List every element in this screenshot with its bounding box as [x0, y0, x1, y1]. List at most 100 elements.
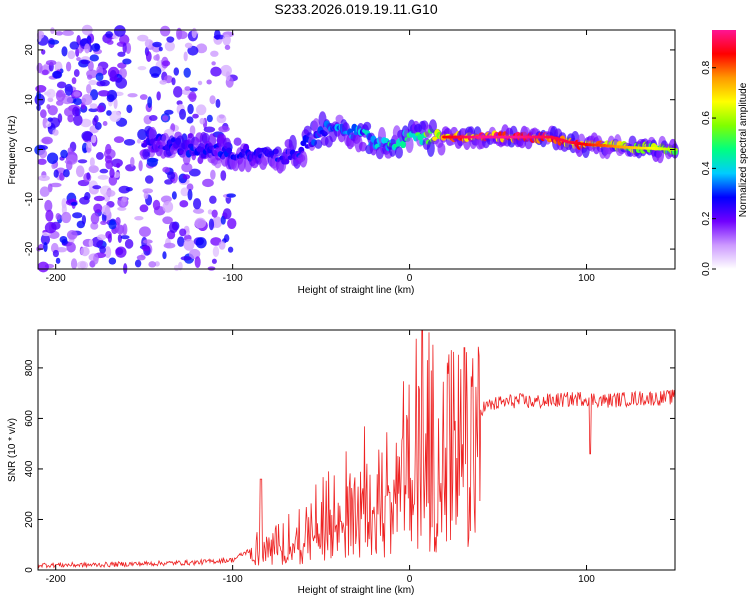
spectrogram-noise-cell — [210, 66, 222, 77]
spectrogram-noise-cell — [90, 212, 100, 225]
spectrogram-noise-cell — [79, 196, 90, 205]
spectrogram-noise-cell — [41, 136, 53, 145]
spectrogram-noise-cell — [159, 79, 167, 85]
spectrogram-noise-cell — [108, 175, 118, 186]
spectrogram-noise-cell — [109, 110, 121, 122]
colorbar-ticks: 0.0 0.2 0.4 0.6 0.8 — [701, 60, 716, 276]
spectrogram-noise-cell — [152, 41, 162, 48]
spectrogram-noise-cell — [122, 42, 127, 54]
spectrogram-cell — [358, 141, 367, 152]
spectrogram-noise-cell — [88, 79, 98, 86]
spectrogram-noise-cell — [177, 236, 185, 247]
spectrogram-noise-cell — [187, 45, 199, 56]
spectrogram-noise-cell — [66, 242, 76, 253]
spectrogram-noise-cell — [144, 175, 154, 184]
spectrogram-noise-cell — [227, 246, 234, 253]
spectrogram-noise-cell — [183, 67, 191, 78]
spectrogram-noise-cell — [41, 69, 49, 76]
spectrogram-noise-cell — [122, 58, 132, 65]
spectrogram-noise-cell — [76, 260, 89, 270]
spectrogram-noise-cell — [216, 114, 227, 124]
spectrogram-noise-cell — [213, 34, 226, 40]
spectrogram-noise-cell — [115, 224, 125, 235]
spectrogram-noise-cell — [72, 106, 80, 117]
spectrogram-noise-cell — [77, 159, 88, 164]
spectrogram-noise-cell — [130, 156, 135, 167]
spectrogram-noise-cell — [211, 258, 217, 264]
spectrogram-cell — [142, 148, 151, 160]
spectrogram-noise-cell — [182, 174, 191, 180]
spectrogram-noise-cell — [53, 169, 59, 178]
spectrogram-noise-cell — [105, 31, 114, 38]
spectrogram-noise-cell — [51, 162, 57, 170]
snr-frame — [37, 329, 676, 571]
spectrogram-noise-cell — [139, 204, 149, 213]
spectrogram-noise-cell — [88, 165, 99, 174]
spectrogram-noise-cell — [139, 94, 148, 100]
spectrogram-noise-cell — [81, 214, 87, 225]
spectrogram-noise-cell — [183, 51, 188, 62]
spectrogram-noise-cell — [67, 147, 73, 155]
spectrogram-noise-cell — [59, 172, 65, 181]
spectrogram-noise-cell — [191, 27, 197, 39]
spectrogram-x-tick-label: -100 — [223, 273, 243, 284]
spectrogram-noise-cell — [41, 231, 51, 237]
spectrogram-noise-cell — [73, 91, 81, 97]
spectrogram-noise-cell — [218, 241, 226, 250]
spectrogram-noise-cell — [56, 81, 67, 89]
spectrogram-noise-cell — [65, 160, 73, 171]
spectrogram-y-tick-label: -10 — [24, 192, 35, 207]
spectrogram-noise-cell — [116, 162, 121, 169]
spectrogram-noise-cell — [194, 256, 201, 268]
spectrogram-cell — [299, 150, 308, 168]
colorbar-tick-label: 0.0 — [701, 262, 712, 276]
spectrogram-noise-cell — [189, 87, 198, 92]
spectrogram-noise-cell — [38, 145, 48, 151]
spectrogram-noise-cell — [40, 233, 51, 246]
spectrogram-noise-cell — [209, 95, 216, 105]
spectrogram-cell — [400, 140, 407, 149]
spectrogram-noise-cell — [38, 243, 45, 250]
spectrogram-noise-cell — [35, 85, 47, 93]
snr-y-tick-label: 0 — [24, 567, 35, 573]
spectrogram-noise-cell — [177, 30, 188, 40]
spectrogram-noise-cell — [166, 36, 175, 43]
spectrogram-noise-cell — [184, 86, 191, 91]
spectrogram-noise-cell — [180, 256, 192, 261]
spectrogram-noise-cell — [71, 77, 77, 85]
spectrogram-noise-cell — [91, 43, 101, 52]
spectrogram-noise-cell — [48, 39, 60, 45]
colorbar-tick-label: 0.2 — [701, 211, 712, 225]
spectrogram-noise-cell — [80, 118, 92, 128]
spectrogram-noise-cell — [149, 66, 162, 77]
spectrogram-noise-cell — [173, 67, 180, 76]
spectrogram-noise-cell — [210, 50, 219, 57]
spectrogram-noise-cell — [117, 234, 122, 243]
spectrogram-noise-cell — [162, 115, 169, 122]
spectrogram-noise-cell — [144, 39, 154, 49]
spectrogram-noise-cell — [80, 246, 90, 257]
spectrogram-noise-cell — [192, 113, 199, 119]
spectrogram-noise-cell — [97, 234, 107, 241]
spectrogram-noise-cell — [195, 43, 208, 54]
spectrogram-noise-cell — [195, 237, 207, 249]
figure-title: S233.2026.019.19.11.G10 — [274, 1, 437, 17]
spectrogram-noise-cell — [202, 178, 214, 188]
spectrogram-cell — [437, 142, 446, 156]
spectrogram-noise-cell — [65, 61, 72, 72]
spectrogram-noise-cell — [122, 223, 128, 236]
spectrogram-noise-cell — [171, 77, 176, 86]
spectrogram-noise-cell — [52, 249, 59, 258]
spectrogram-noise-cell — [55, 257, 61, 264]
spectrogram-noise-cell — [142, 188, 154, 194]
spectrogram-noise-cell — [109, 168, 115, 179]
spectrogram-noise-cell — [162, 216, 173, 225]
spectrogram-noise-cell — [90, 134, 97, 144]
spectrogram-noise-cell — [187, 188, 193, 201]
spectrogram-noise-cell — [225, 71, 231, 82]
spectrogram-noise-cell — [158, 46, 163, 52]
spectrogram-noise-cell — [183, 238, 195, 251]
spectrogram-noise-cell — [105, 143, 112, 155]
spectrogram-noise-cell — [137, 34, 149, 42]
spectrogram-noise-cell — [117, 51, 126, 57]
